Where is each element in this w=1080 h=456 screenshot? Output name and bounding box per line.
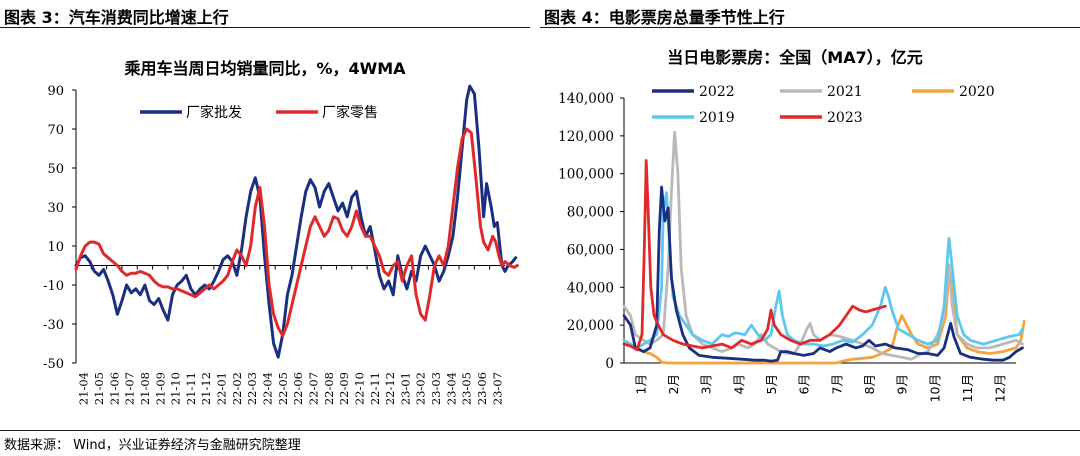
y-tick-label: 30 bbox=[47, 201, 64, 216]
right-panel-title: 图表 4：电影票房总量季节性上行 bbox=[544, 8, 785, 27]
x-tick-label: 3月 bbox=[699, 374, 714, 394]
x-tick-label: 21-10 bbox=[169, 372, 183, 405]
x-tick-label: 23-07 bbox=[490, 372, 504, 405]
x-tick-label: 22-05 bbox=[276, 372, 290, 405]
x-tick-label: 22-02 bbox=[230, 372, 244, 405]
car-sales-yoy-chart: 乘用车当周日均销量同比，%，4WMA 厂家批发 厂家零售 90 70 50 30 10 -… bbox=[43, 59, 519, 405]
y-tick-label: 120,000 bbox=[558, 129, 614, 145]
x-tick-label: 21-09 bbox=[153, 372, 167, 405]
y-tick-label: 80,000 bbox=[567, 205, 614, 221]
x-tick-label: 5月 bbox=[764, 374, 779, 394]
legend: 厂家批发 厂家零售 bbox=[140, 104, 378, 121]
x-tick-label: 23-01 bbox=[398, 372, 412, 405]
y-tick-label: 100,000 bbox=[558, 167, 614, 183]
x-tick-label: 7月 bbox=[829, 374, 844, 394]
chart-title: 乘用车当周日均销量同比，%，4WMA bbox=[123, 59, 406, 78]
x-tick-label: 23-05 bbox=[460, 372, 474, 405]
series-wholesale-line bbox=[74, 84, 518, 359]
series-2023-line bbox=[622, 159, 887, 352]
x-tick-label: 4月 bbox=[731, 374, 746, 394]
y-tick-label: -30 bbox=[43, 318, 64, 333]
series-2021-line bbox=[622, 130, 1024, 361]
x-axis: 21-04 21-05 21-06 21-07 21-08 21-09 21-10 21-11… bbox=[75, 265, 505, 405]
x-tick-label: 22-06 bbox=[291, 372, 305, 405]
legend-label-retail: 厂家零售 bbox=[322, 104, 378, 121]
box-office-chart: 当日电影票房：全国（MA7），亿元 2022 2021 2020 2019 2023 1… bbox=[558, 48, 1026, 402]
x-tick-label: 21-11 bbox=[184, 372, 198, 405]
legend-label-2021: 2021 bbox=[827, 84, 863, 100]
legend-label-2023: 2023 bbox=[827, 110, 863, 126]
source-note: 数据来源： Wind，兴业证券经济与金融研究院整理 bbox=[4, 438, 301, 453]
x-tick-label: 2月 bbox=[666, 374, 681, 394]
y-tick-label: 0 bbox=[605, 356, 614, 372]
chart-title: 当日电影票房：全国（MA7），亿元 bbox=[667, 48, 922, 67]
y-tick-label: 40,000 bbox=[567, 280, 614, 296]
left-panel-title: 图表 3：汽车消费同比增速上行 bbox=[4, 8, 229, 27]
y-tick-label: 90 bbox=[47, 84, 64, 99]
x-tick-label: 21-04 bbox=[77, 372, 91, 405]
x-axis: 1月 2月 3月 4月 5月 6月 7月 8月 9月 10月 11月 12月 bbox=[624, 362, 1016, 402]
x-tick-label: 22-07 bbox=[306, 372, 320, 405]
x-tick-label: 1月 bbox=[633, 374, 648, 394]
x-tick-label: 22-10 bbox=[352, 372, 366, 405]
series-group bbox=[74, 84, 519, 359]
y-axis: 90 70 50 30 10 -10 -30 -50 bbox=[43, 84, 77, 372]
y-axis: 140,000 120,000 100,000 80,000 60,000 40,000 2… bbox=[558, 91, 625, 372]
y-tick-label: 140,000 bbox=[558, 91, 614, 107]
legend: 2022 2021 2020 2019 2023 bbox=[652, 84, 995, 126]
right-title-rule bbox=[540, 27, 1080, 28]
x-tick-label: 23-03 bbox=[429, 372, 443, 405]
series-2022-line bbox=[622, 185, 1024, 363]
footer-rule bbox=[0, 430, 1080, 431]
series-retail-line bbox=[74, 127, 519, 338]
x-tick-label: 21-12 bbox=[199, 372, 213, 405]
x-tick-label: 23-04 bbox=[444, 372, 458, 405]
x-tick-label: 22-03 bbox=[245, 372, 259, 405]
series-group bbox=[622, 130, 1026, 365]
x-tick-label: 10月 bbox=[927, 374, 942, 402]
x-tick-label: 21-07 bbox=[123, 372, 137, 405]
y-tick-label: 70 bbox=[47, 123, 64, 138]
legend-label-2020: 2020 bbox=[959, 84, 995, 100]
y-tick-label: -10 bbox=[43, 279, 64, 294]
series-2020-line bbox=[622, 267, 1026, 365]
x-tick-label: 9月 bbox=[895, 374, 910, 394]
x-tick-label: 23-06 bbox=[475, 372, 489, 405]
x-tick-label: 22-08 bbox=[322, 372, 336, 405]
y-tick-label: 50 bbox=[47, 162, 64, 177]
legend-label-wholesale: 厂家批发 bbox=[186, 104, 242, 121]
x-tick-label: 6月 bbox=[797, 374, 812, 394]
legend-label-2022: 2022 bbox=[699, 84, 735, 100]
x-tick-label: 22-04 bbox=[261, 372, 275, 405]
x-tick-label: 22-01 bbox=[215, 372, 229, 405]
y-tick-label: 60,000 bbox=[567, 242, 614, 258]
y-tick-label: 10 bbox=[47, 240, 64, 255]
x-tick-label: 22-11 bbox=[368, 372, 382, 405]
x-tick-label: 22-09 bbox=[337, 372, 351, 405]
x-tick-label: 21-06 bbox=[107, 372, 121, 405]
left-title-rule bbox=[0, 27, 530, 28]
y-tick-label: -50 bbox=[43, 357, 64, 372]
legend-label-2019: 2019 bbox=[699, 110, 735, 126]
x-tick-label: 23-02 bbox=[414, 372, 428, 405]
y-tick-label: 20,000 bbox=[567, 318, 614, 334]
x-tick-label: 21-05 bbox=[92, 372, 106, 405]
x-tick-label: 8月 bbox=[862, 374, 877, 394]
x-tick-label: 22-12 bbox=[383, 372, 397, 405]
series-2019-line bbox=[622, 191, 1024, 350]
x-tick-label: 11月 bbox=[960, 374, 975, 402]
x-tick-label: 21-08 bbox=[138, 372, 152, 405]
x-tick-label: 12月 bbox=[993, 374, 1008, 402]
